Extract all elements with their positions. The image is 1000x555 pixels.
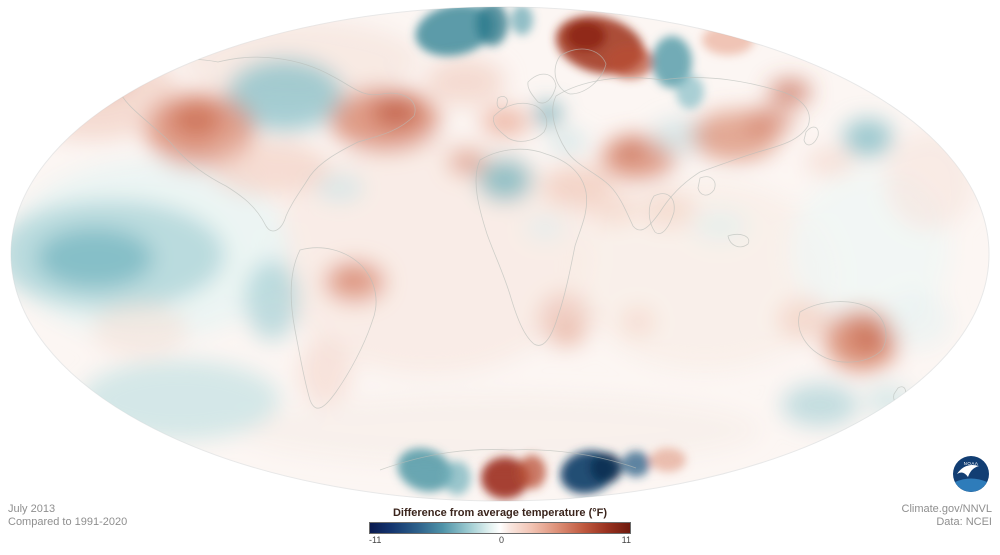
footer-left: July 2013 Compared to 1991-2020 <box>8 503 127 529</box>
anomaly-south-africa-core <box>557 324 579 342</box>
anomaly-east-edge-warm <box>885 130 975 230</box>
anomaly-greenland-warm-east <box>606 45 654 79</box>
coastline <box>475 148 588 346</box>
coastline <box>648 193 675 234</box>
anomaly-siberia-warm <box>746 106 794 134</box>
anomaly-east-pacific-cool-core <box>37 228 153 288</box>
anomaly-layer-soft <box>11 20 975 465</box>
anomaly-caspian-warm-core <box>615 140 645 160</box>
anomaly-antarctic-cold-east <box>622 451 650 477</box>
anomaly-layer-polar <box>397 7 754 499</box>
anomaly-east-australia-core <box>851 325 885 351</box>
anomaly-west-north-america-core <box>170 102 222 138</box>
baseline-label: Compared to 1991-2020 <box>8 516 128 528</box>
coastline <box>803 126 819 146</box>
anomaly-bering-warm <box>57 55 133 95</box>
colorbar-mid-label: 0 <box>498 535 504 545</box>
noaa-logo: NOAA <box>953 456 989 492</box>
coastline <box>492 102 548 142</box>
anomaly-barents-cool-south <box>676 75 704 109</box>
anomaly-arctic-russia-warm <box>702 25 754 55</box>
coastline <box>552 77 810 231</box>
coastline-layer <box>117 48 906 471</box>
anomaly-central-canada-cool <box>227 59 343 131</box>
anomaly-central-africa-cool <box>524 215 566 241</box>
anomaly-southeast-us-cool <box>316 174 364 202</box>
colorbar <box>369 522 631 534</box>
anomaly-brazil-warm-core <box>339 270 365 286</box>
anomaly-antarctic-warm2 <box>518 455 546 489</box>
anomaly-madagascar-warm <box>621 307 655 337</box>
coastline <box>727 234 750 248</box>
anomaly-northeast-asia-warm <box>769 79 811 105</box>
anomaly-antarctic-warm-east <box>650 448 686 472</box>
coastline <box>554 48 607 95</box>
noaa-logo-ocean <box>955 478 987 492</box>
anomaly-labrador-warm-core <box>372 97 420 127</box>
colorbar-min-label: -11 <box>369 535 382 545</box>
anomaly-south-of-australia-cool <box>782 384 858 426</box>
anomaly-west-australia-warm <box>778 299 832 341</box>
anomaly-south-pacific-cool <box>80 360 280 440</box>
anomaly-greenland-warm-core <box>566 21 606 51</box>
globe-contents <box>11 7 975 499</box>
coastline <box>290 247 377 409</box>
legend: Difference from average temperature (°F)… <box>369 507 631 545</box>
coastline <box>697 176 716 196</box>
anomaly-central-us-warm <box>210 140 330 196</box>
anomaly-algeria-cool <box>478 159 532 201</box>
anomaly-north-atlantic-warm <box>425 58 505 106</box>
anomaly-southern-ocean-wash <box>240 395 760 465</box>
anomaly-barents-cool <box>652 36 692 88</box>
date-label: July 2013 <box>8 503 56 515</box>
anomaly-japan-warm <box>806 148 854 176</box>
anomaly-black-sea-cool <box>550 130 586 154</box>
anomaly-antarctic-warm <box>481 457 529 499</box>
anomaly-arctic-cool-core <box>476 7 508 46</box>
anomaly-argentina-warm <box>298 338 352 406</box>
data-source-label: Data: NCEI <box>936 516 992 528</box>
coastline <box>117 56 416 232</box>
anomaly-baltic-cool <box>535 104 561 124</box>
anomaly-morocco-warm <box>448 149 486 175</box>
anomaly-antarctic-cool-west2 <box>443 461 471 495</box>
noaa-logo-text: NOAA <box>964 461 979 466</box>
coastline <box>527 73 557 104</box>
colorbar-labels: -11 0 11 <box>369 535 631 545</box>
coastline <box>379 449 637 471</box>
footer-right: Climate.gov/NNVL Data: NCEI <box>902 503 992 529</box>
anomaly-northwest-pacific-cool <box>843 119 893 157</box>
noaa-logo-bird-icon <box>957 465 979 477</box>
anomaly-southwest-pacific-warm <box>92 302 188 358</box>
anomaly-arctic-cool-fan <box>415 7 495 56</box>
anomaly-southeast-asia-cool <box>692 210 748 242</box>
anomaly-arabia-warm <box>582 189 638 225</box>
coastline <box>496 96 508 110</box>
coastline <box>798 301 887 363</box>
credit-label: Climate.gov/NNVL <box>901 503 992 515</box>
anomaly-antarctic-cool-west <box>397 448 453 492</box>
anomaly-antarctic-cold-core <box>590 453 622 483</box>
colorbar-max-label: 11 <box>621 535 631 545</box>
anomaly-peru-coast-cool <box>245 260 299 340</box>
anomaly-arctic-cool-streak <box>511 7 533 35</box>
anomaly-east-edge-cool <box>885 292 951 348</box>
anomaly-west-europe-warm <box>481 107 529 137</box>
anomaly-new-zealand-cool <box>864 385 912 415</box>
anomaly-india-warm <box>641 193 695 227</box>
legend-title: Difference from average temperature (°F) <box>392 507 608 519</box>
